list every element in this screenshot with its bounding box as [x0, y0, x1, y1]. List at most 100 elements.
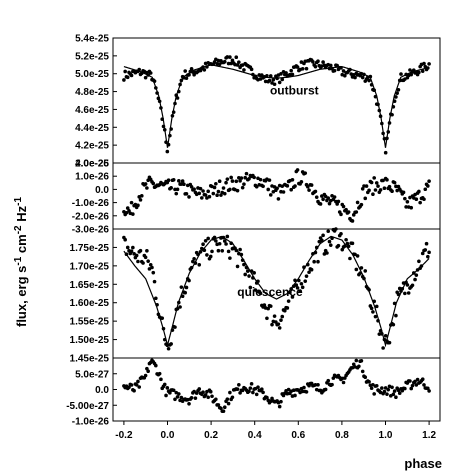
- panel-outburst: 4.0e-25 4.2e-25 4.4e-25 4.6e-25 4.8e-25 5.0e-…: [75, 34, 441, 170]
- data-point: [313, 250, 318, 255]
- data-point: [221, 409, 226, 413]
- data-point: [177, 89, 181, 94]
- data-point: [222, 191, 227, 196]
- data-point: [159, 377, 163, 382]
- data-point: [178, 82, 182, 87]
- data-point: [175, 306, 180, 311]
- data-point: [331, 376, 336, 380]
- data-point: [165, 386, 170, 390]
- data-point: [171, 110, 176, 114]
- data-point: [293, 184, 297, 188]
- data-point: [307, 188, 311, 192]
- data-point: [251, 390, 255, 395]
- data-point: [323, 387, 328, 392]
- data-point: [206, 236, 210, 241]
- panel-quiescence: 1.45e-25 1.50e-25 1.55e-25 1.60e-25 1.65e-25…: [70, 227, 441, 365]
- data-point: [214, 397, 218, 402]
- data-point: [125, 206, 130, 210]
- data-point: [124, 252, 129, 257]
- data-point: [256, 279, 260, 284]
- data-point: [251, 276, 255, 280]
- data-point: [216, 403, 221, 407]
- data-point: [243, 175, 248, 180]
- data-point: [409, 72, 414, 77]
- data-point: [376, 102, 380, 107]
- data-point: [131, 212, 135, 216]
- data-point: [280, 184, 285, 188]
- data-point: [162, 127, 167, 132]
- data-point: [183, 290, 187, 295]
- data-point: [346, 210, 351, 214]
- y-tick-label: 4.2e-25: [75, 141, 109, 152]
- data-point: [309, 267, 314, 272]
- data-point: [341, 69, 346, 73]
- data-point: [179, 182, 184, 186]
- data-point: [228, 187, 232, 192]
- data-point: [279, 318, 283, 322]
- data-point: [234, 55, 239, 60]
- data-point: [177, 179, 181, 183]
- data-point: [143, 373, 148, 378]
- data-point: [396, 292, 401, 297]
- data-point: [207, 194, 212, 199]
- data-point: [152, 279, 157, 284]
- data-point: [403, 291, 407, 296]
- data-point: [362, 276, 366, 281]
- x-tick-label: 0.8: [335, 430, 349, 441]
- y-tick-label: -5.00e-27: [66, 401, 109, 412]
- data-point: [122, 78, 126, 82]
- data-point: [418, 200, 422, 205]
- data-point: [406, 291, 411, 295]
- data-point: [187, 195, 191, 199]
- data-point: [200, 196, 204, 200]
- data-point: [226, 401, 231, 406]
- data-point: [134, 383, 139, 387]
- data-point: [409, 205, 414, 210]
- data-point: [162, 337, 167, 342]
- data-point: [276, 322, 281, 326]
- data-point: [367, 287, 371, 292]
- data-point: [169, 186, 173, 190]
- data-point: [165, 149, 170, 154]
- data-point: [205, 389, 209, 394]
- data-point: [235, 63, 240, 67]
- data-point: [426, 66, 430, 70]
- data-point: [302, 265, 306, 269]
- data-point: [239, 252, 244, 257]
- data-point: [423, 248, 428, 252]
- data-point: [387, 340, 392, 345]
- data-point: [206, 395, 210, 400]
- data-point: [420, 377, 425, 382]
- data-point: [381, 131, 385, 136]
- data-point: [129, 73, 134, 78]
- data-point: [162, 382, 167, 387]
- data-point: [350, 219, 355, 223]
- data-point: [410, 283, 415, 288]
- data-point: [123, 69, 127, 74]
- data-point: [205, 253, 209, 257]
- data-point: [272, 314, 277, 318]
- data-point: [216, 248, 221, 253]
- data-point: [220, 249, 225, 253]
- data-point: [372, 88, 376, 93]
- data-point: [197, 263, 202, 267]
- data-point: [420, 69, 425, 73]
- data-point: [247, 177, 251, 181]
- data-point: [304, 66, 309, 71]
- data-point: [152, 79, 157, 83]
- data-point: [150, 265, 154, 270]
- data-point: [228, 390, 232, 395]
- data-point: [187, 278, 191, 283]
- data-point: [157, 371, 162, 376]
- data-point: [326, 229, 331, 234]
- data-point: [355, 254, 360, 258]
- data-point: [203, 393, 208, 397]
- data-point: [363, 196, 368, 201]
- data-point: [175, 395, 180, 399]
- data-point: [166, 142, 171, 147]
- y-tick-label: 1.55e-25: [70, 317, 110, 328]
- data-point: [321, 60, 325, 64]
- data-point: [129, 249, 134, 254]
- data-point: [192, 256, 196, 261]
- data-point: [178, 305, 182, 309]
